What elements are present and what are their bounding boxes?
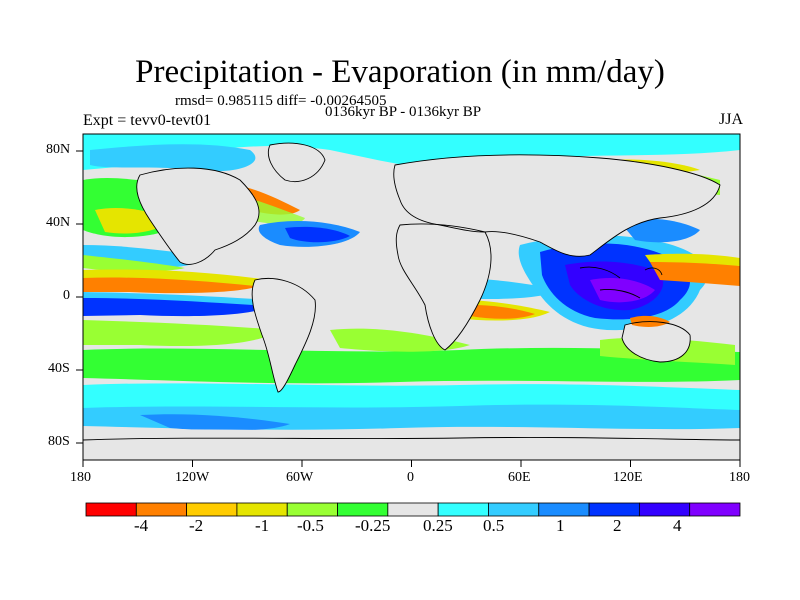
lat-tick-label: 40N (46, 215, 71, 230)
plot-title: Precipitation - Evaporation (in mm/day) (135, 54, 665, 90)
lat-tick-label: 0 (63, 288, 70, 303)
colorbar-label: 0.25 (423, 516, 453, 535)
tick-marks (76, 150, 741, 467)
period-label: 0136kyr BP - 0136kyr BP (325, 104, 482, 120)
stats-line: rmsd= 0.985115 diff= -0.00264505 (175, 93, 387, 109)
lat-tick-label: 40S (48, 361, 70, 376)
colorbar-swatch (689, 502, 741, 517)
colorbar-label: 1 (556, 516, 565, 535)
colorbar-label: 0.5 (483, 516, 505, 535)
lat-tick-label: 80S (48, 434, 70, 449)
colorbar-swatch (538, 502, 590, 517)
colorbar-swatch (186, 502, 238, 517)
lon-tick-label: 180 (729, 470, 750, 485)
lat-tick-label: 80N (46, 142, 71, 157)
colorbar-swatch (588, 502, 640, 517)
colorbar-label: 2 (613, 516, 622, 535)
lon-tick-label: 120E (613, 470, 643, 485)
lon-tick-label: 0 (407, 470, 414, 485)
colorbar-label: -4 (134, 516, 149, 535)
coastlines (83, 142, 740, 441)
colorbar-label: -1 (255, 516, 270, 535)
colorbar-swatch (488, 502, 540, 517)
colorbar-swatch (337, 502, 389, 517)
lon-tick-label: 60W (286, 470, 314, 485)
pme-field (83, 134, 740, 460)
colorbar-label: -2 (189, 516, 204, 535)
season-label: JJA (718, 111, 743, 128)
colorbar-swatch (638, 502, 691, 517)
lon-tick-label: 60E (508, 470, 531, 485)
lon-tick-label: 120W (175, 470, 210, 485)
experiment-label: Expt = tevv0-tevt01 (83, 112, 212, 129)
colorbar-swatch (236, 502, 288, 517)
colorbar-swatch (286, 502, 338, 517)
colorbar (85, 502, 741, 517)
colorbar-swatch (437, 502, 489, 517)
colorbar-swatch (387, 502, 439, 517)
colorbar-label: 4 (673, 516, 682, 535)
colorbar-label: -0.25 (355, 516, 391, 535)
colorbar-swatch (85, 502, 137, 517)
lon-tick-label: 180 (70, 470, 91, 485)
colorbar-swatch (135, 502, 188, 517)
colorbar-label: -0.5 (297, 516, 324, 535)
